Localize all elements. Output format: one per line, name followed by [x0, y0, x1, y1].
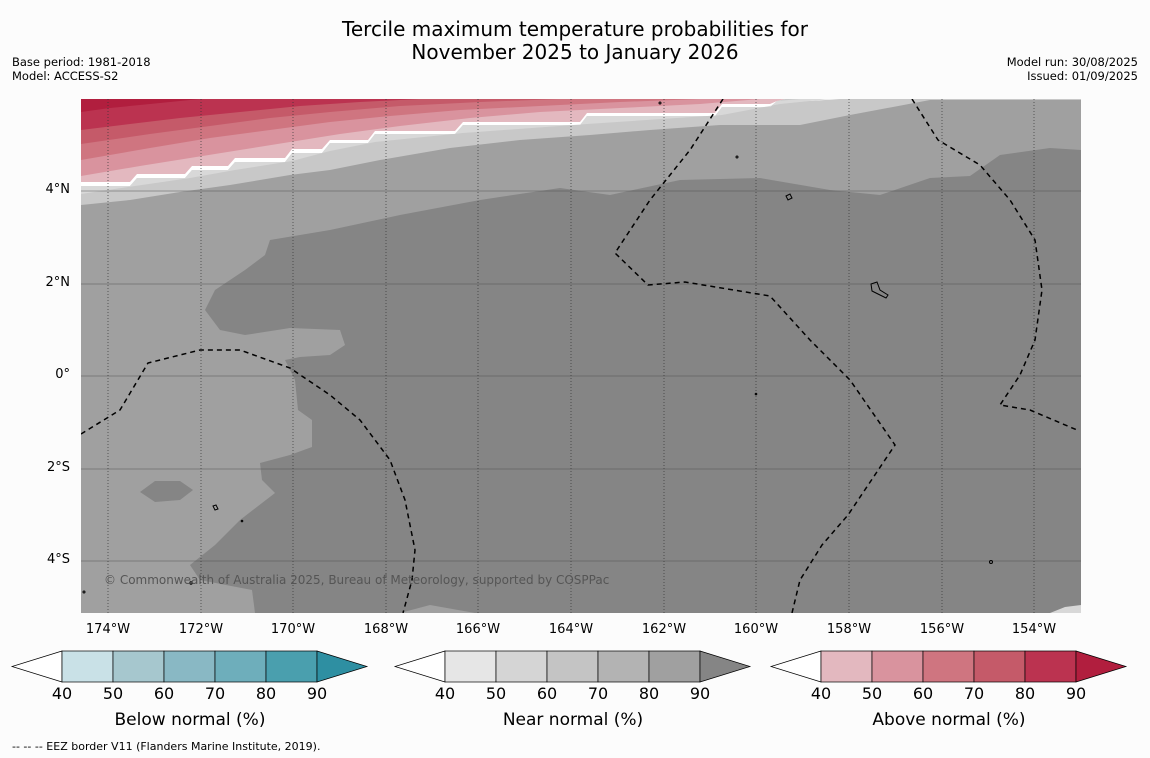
lon-label-168w: 168°W: [363, 622, 409, 637]
lon-label-166w: 166°W: [455, 622, 501, 637]
eez-footnote: -- -- -- EEZ border V11 (Flanders Marine…: [12, 740, 321, 753]
above-tick-50: 50: [861, 684, 883, 703]
lat-label-4s: 4°S: [46, 552, 70, 567]
near-tick-70: 70: [587, 684, 609, 703]
title-line-1: Tercile maximum temperature probabilitie…: [342, 17, 808, 41]
map-field: [81, 99, 1081, 613]
near-normal-80-90-patch: [140, 481, 193, 502]
above-tick-80: 80: [1014, 684, 1036, 703]
below-normal-label: Below normal (%): [114, 710, 266, 730]
below-tick-80: 80: [255, 684, 277, 703]
bottom-right-corner: [1050, 605, 1081, 613]
map-title: Tercile maximum temperature probabilitie…: [0, 18, 1150, 64]
above-normal-90-band: [81, 99, 200, 112]
lat-label-0: 0°: [55, 367, 70, 382]
above-tick-70: 70: [963, 684, 985, 703]
lon-label-156w: 156°W: [919, 622, 965, 637]
near-normal-80-90-region: [190, 148, 1081, 613]
lon-label-160w: 160°W: [733, 622, 779, 637]
above-tick-90: 90: [1065, 684, 1087, 703]
lon-label-164w: 164°W: [548, 622, 594, 637]
copyright-notice: © Commonwealth of Australia 2025, Bureau…: [104, 573, 610, 587]
colorbar-below: [10, 650, 369, 683]
lon-label-162w: 162°W: [641, 622, 687, 637]
below-tick-60: 60: [153, 684, 175, 703]
model-name: Model: ACCESS-S2: [12, 69, 119, 83]
below-tick-90: 90: [306, 684, 328, 703]
below-tick-70: 70: [204, 684, 226, 703]
meta-left: Base period: 1981-2018 Model: ACCESS-S2: [12, 55, 151, 83]
lon-label-174w: 174°W: [85, 622, 131, 637]
eez-borders: [81, 99, 1078, 613]
above-normal-label: Above normal (%): [872, 710, 1026, 730]
colorbar-near: [393, 650, 752, 683]
title-line-2: November 2025 to January 2026: [411, 40, 739, 64]
lon-label-172w: 172°W: [178, 622, 224, 637]
lat-label-2n: 2°N: [45, 275, 71, 290]
near-normal-50-60-strip: [81, 99, 830, 194]
near-tick-90: 90: [689, 684, 711, 703]
lat-label-4n: 4°N: [45, 182, 71, 197]
meta-right: Model run: 30/08/2025 Issued: 01/09/2025: [1007, 55, 1138, 83]
model-run: Model run: 30/08/2025: [1006, 55, 1138, 69]
issued-date: Issued: 01/09/2025: [1027, 69, 1138, 83]
near-tick-80: 80: [638, 684, 660, 703]
above-tick-40: 40: [810, 684, 832, 703]
colorbar-above: [769, 650, 1128, 683]
above-tick-60: 60: [912, 684, 934, 703]
near-normal-label: Near normal (%): [502, 710, 644, 730]
near-tick-50: 50: [485, 684, 507, 703]
lon-label-158w: 158°W: [826, 622, 872, 637]
lon-label-154w: 154°W: [1011, 622, 1057, 637]
graticule: [81, 190, 1081, 562]
base-period: Base period: 1981-2018: [12, 55, 151, 69]
below-tick-50: 50: [102, 684, 124, 703]
islands: [82, 101, 993, 594]
lon-label-170w: 170°W: [270, 622, 316, 637]
lat-label-2s: 2°S: [46, 460, 70, 475]
above-normal-80-90-band: [81, 99, 420, 130]
below-tick-40: 40: [51, 684, 73, 703]
near-tick-40: 40: [434, 684, 456, 703]
near-tick-60: 60: [536, 684, 558, 703]
